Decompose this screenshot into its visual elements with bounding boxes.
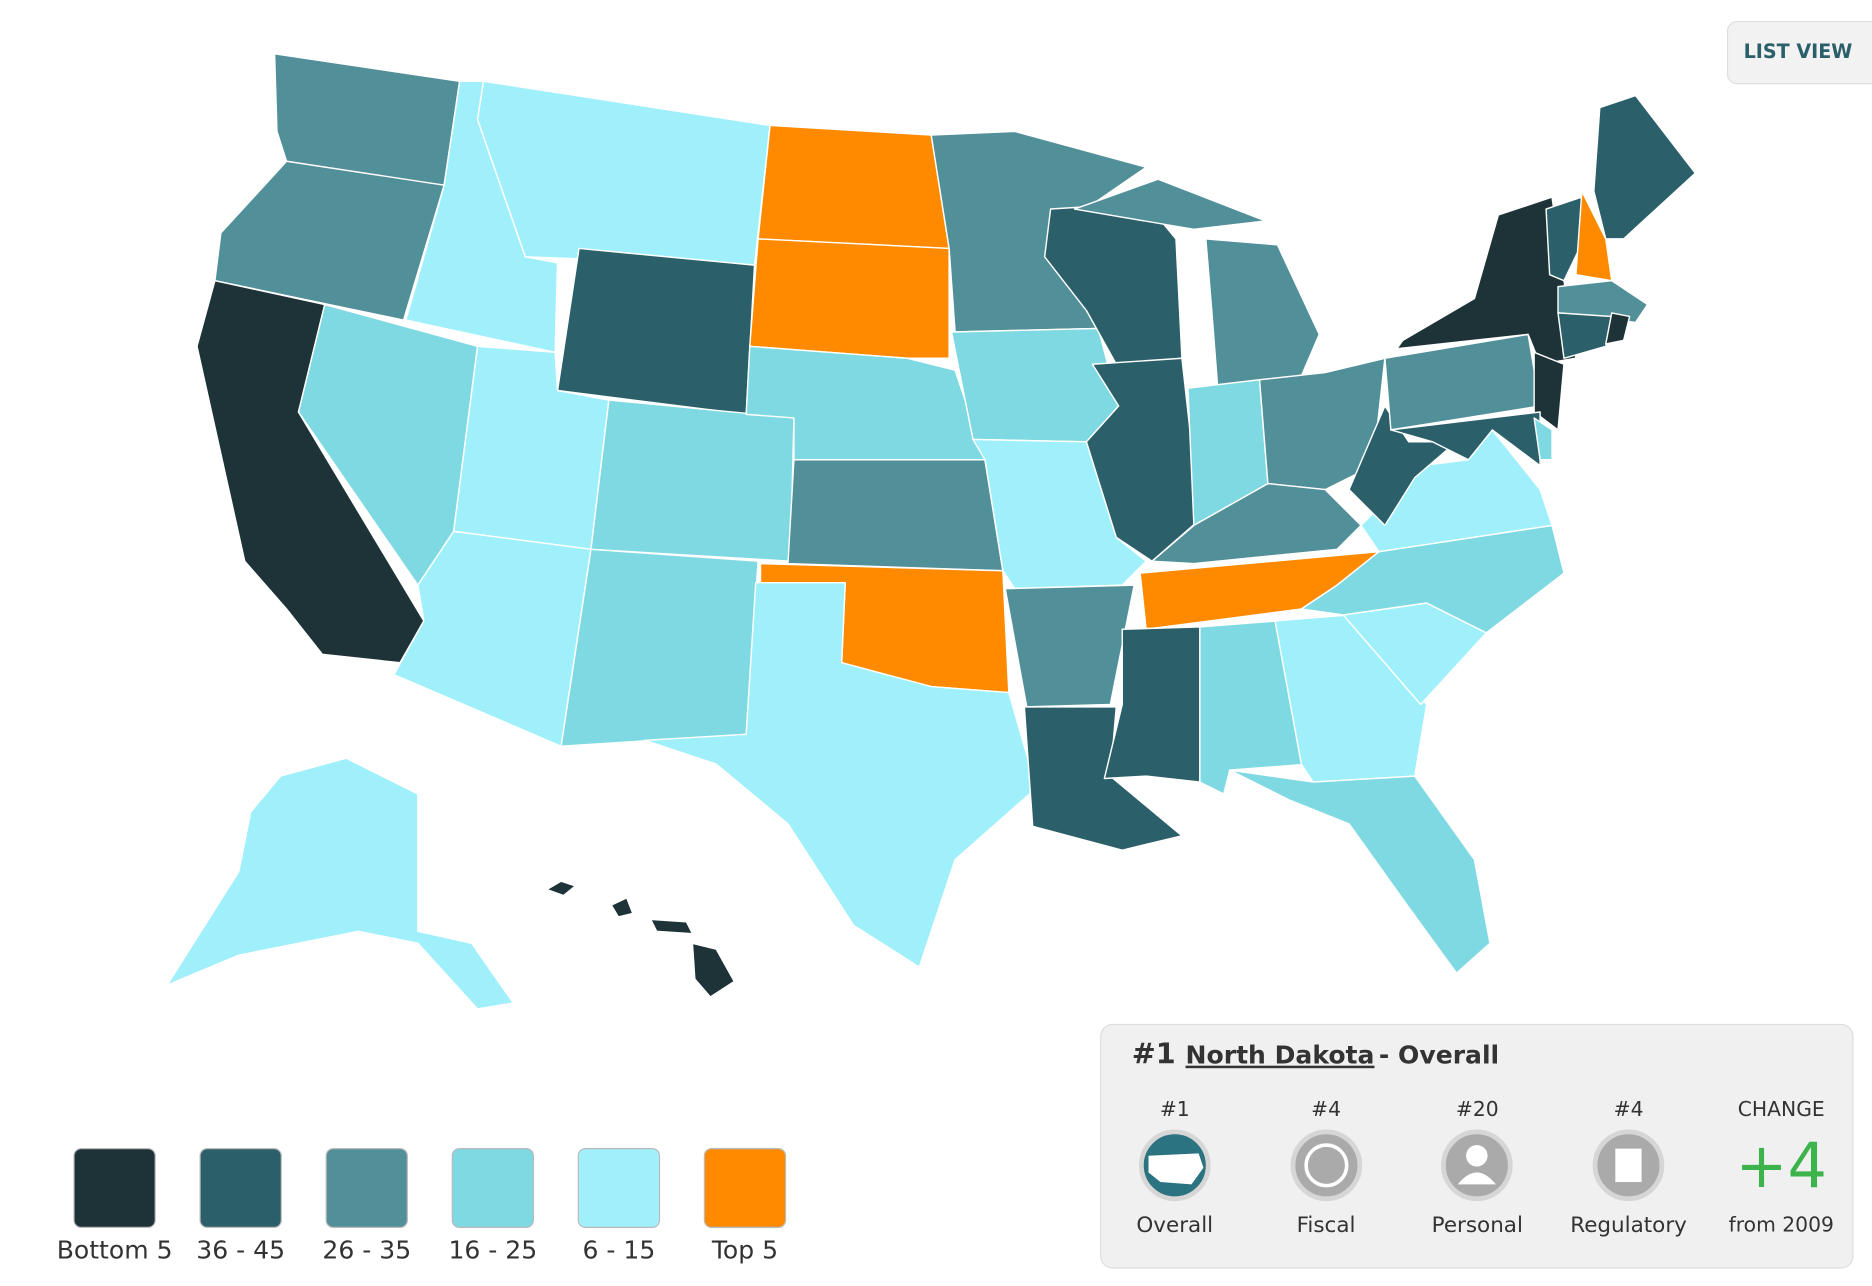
state[interactable] — [691, 942, 735, 998]
change-label: from 2009 — [1729, 1213, 1834, 1237]
list-view-button[interactable]: LIST VIEW — [1726, 20, 1872, 85]
legend-label: Bottom 5 — [57, 1235, 173, 1264]
legend-label: 6 - 15 — [582, 1235, 655, 1264]
change-value: +4 — [1736, 1129, 1828, 1202]
state[interactable] — [1533, 417, 1553, 461]
legend: Bottom 5 36 - 45 26 - 35 16 - 25 6 - 15 Top 5 — [57, 1148, 787, 1264]
item-rank: #20 — [1456, 1097, 1499, 1121]
icon-glyph — [1148, 1153, 1204, 1185]
legend-swatch — [325, 1148, 408, 1228]
item-label: Regulatory — [1570, 1213, 1687, 1238]
state[interactable] — [546, 880, 577, 897]
info-panel: #1 North Dakota - Overall #1 Overall #4 Fis… — [1100, 1023, 1854, 1269]
state[interactable] — [1228, 769, 1491, 974]
state[interactable] — [556, 247, 756, 416]
state[interactable] — [610, 897, 634, 918]
state[interactable] — [757, 124, 950, 250]
icon-regulatory — [1592, 1129, 1665, 1202]
state[interactable] — [1593, 94, 1697, 240]
icon-overall — [1138, 1129, 1211, 1202]
legend-swatch — [199, 1148, 282, 1228]
state[interactable] — [214, 160, 445, 321]
panel-state-link[interactable]: North Dakota — [1186, 1041, 1375, 1070]
icon-glyph — [1615, 1148, 1642, 1183]
state[interactable] — [1085, 357, 1201, 562]
state[interactable] — [1605, 312, 1631, 345]
item-label: Overall — [1136, 1213, 1213, 1238]
state[interactable] — [787, 459, 1004, 572]
state[interactable] — [476, 80, 771, 266]
icon-glyph — [1304, 1143, 1349, 1188]
icon-fiscal — [1290, 1129, 1363, 1202]
icon-personal — [1441, 1129, 1513, 1202]
state[interactable] — [1205, 238, 1320, 389]
state[interactable] — [1557, 279, 1649, 324]
change-heading: CHANGE — [1738, 1097, 1825, 1121]
legend-label: 16 - 25 — [448, 1235, 537, 1264]
button-bg[interactable] — [1726, 20, 1872, 85]
item-label: Fiscal — [1297, 1213, 1356, 1238]
legend-label: 36 - 45 — [196, 1235, 285, 1264]
state[interactable] — [590, 399, 795, 562]
panel-rank: #1 — [1132, 1036, 1176, 1070]
legend-swatch — [73, 1148, 156, 1228]
panel-suffix: - Overall — [1379, 1041, 1499, 1070]
state[interactable] — [560, 548, 759, 747]
panel-items: #1 Overall #4 Fiscal #20 Personal #4 Regulatory — [1136, 1097, 1687, 1238]
item-rank: #4 — [1614, 1097, 1644, 1121]
state[interactable] — [1023, 706, 1183, 851]
item-rank: #4 — [1311, 1097, 1341, 1121]
state[interactable] — [1073, 178, 1267, 231]
state[interactable] — [166, 757, 515, 1010]
state[interactable] — [1004, 584, 1135, 708]
legend-label: Top 5 — [711, 1235, 778, 1264]
icon-glyph — [1457, 1172, 1496, 1185]
state[interactable] — [1151, 482, 1362, 565]
state[interactable] — [1557, 312, 1613, 359]
legend-swatch — [451, 1148, 535, 1228]
state[interactable] — [643, 581, 1038, 968]
us-map — [166, 53, 1697, 1010]
legend-swatch — [577, 1148, 661, 1228]
state[interactable] — [950, 327, 1120, 443]
button-label[interactable]: LIST VIEW — [1744, 40, 1853, 63]
state[interactable] — [649, 918, 694, 935]
legend-label: 26 - 35 — [322, 1235, 411, 1264]
state[interactable] — [1390, 411, 1541, 467]
icon-glyph — [1466, 1145, 1488, 1167]
item-label: Personal — [1432, 1213, 1523, 1238]
state[interactable] — [1533, 351, 1565, 431]
legend-swatch — [703, 1148, 787, 1228]
state[interactable] — [749, 238, 950, 359]
state[interactable] — [1545, 196, 1583, 282]
icon — [1290, 1129, 1363, 1202]
state[interactable] — [1300, 524, 1565, 634]
item-rank: #1 — [1160, 1097, 1190, 1121]
